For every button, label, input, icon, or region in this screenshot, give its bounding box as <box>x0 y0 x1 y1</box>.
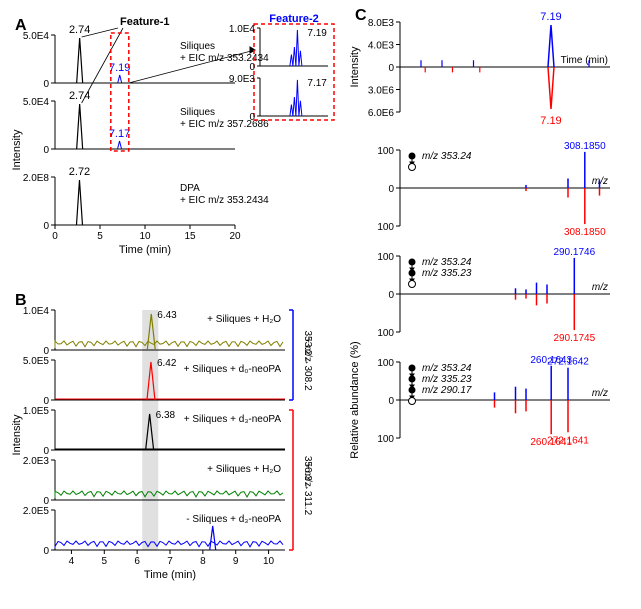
svg-text:8.0E3: 8.0E3 <box>368 18 395 29</box>
svg-text:0: 0 <box>388 63 394 74</box>
svg-text:m/z 290.17: m/z 290.17 <box>422 385 472 396</box>
svg-text:- Siliques + d₃-neoPA: - Siliques + d₃-neoPA <box>186 514 281 525</box>
svg-text:m/z 353.24: m/z 353.24 <box>422 363 472 374</box>
svg-text:20: 20 <box>229 231 241 242</box>
svg-text:6.38: 6.38 <box>156 410 176 421</box>
svg-text:272.1642: 272.1642 <box>547 357 589 368</box>
svg-text:+ Siliques + d₃-neoPA: + Siliques + d₃-neoPA <box>184 414 282 425</box>
svg-text:7.17: 7.17 <box>307 78 327 89</box>
svg-text:6.42: 6.42 <box>157 358 177 369</box>
svg-text:356.3→311.2: 356.3→311.2 <box>302 456 313 516</box>
svg-text:5: 5 <box>97 231 103 242</box>
svg-text:2.0E8: 2.0E8 <box>23 173 50 184</box>
svg-text:m/z: m/z <box>592 388 608 399</box>
svg-text:8: 8 <box>200 556 206 567</box>
svg-text:7.19: 7.19 <box>109 62 130 74</box>
svg-text:2.72: 2.72 <box>69 166 90 178</box>
svg-text:0: 0 <box>43 79 49 90</box>
svg-text:308.1850: 308.1850 <box>564 227 606 238</box>
svg-text:6: 6 <box>134 556 140 567</box>
svg-text:Time (min): Time (min) <box>119 244 171 256</box>
svg-text:2.0E3: 2.0E3 <box>23 456 50 467</box>
svg-text:5.0E4: 5.0E4 <box>23 97 50 108</box>
svg-text:7.19: 7.19 <box>540 115 561 127</box>
svg-text:Feature-2: Feature-2 <box>269 13 319 25</box>
svg-text:0: 0 <box>43 221 49 232</box>
svg-text:Intensity: Intensity <box>11 414 23 455</box>
svg-text:100: 100 <box>377 222 394 233</box>
svg-text:0: 0 <box>249 112 255 123</box>
svg-text:Intensity: Intensity <box>349 46 361 87</box>
svg-text:m/z 335.23: m/z 335.23 <box>422 374 472 385</box>
svg-text:0: 0 <box>249 62 255 73</box>
svg-text:10: 10 <box>263 556 275 567</box>
svg-text:Siliques: Siliques <box>180 107 215 118</box>
svg-text:4.0E3: 4.0E3 <box>368 41 395 52</box>
svg-text:9.0E3: 9.0E3 <box>229 74 256 85</box>
svg-text:3.0E6: 3.0E6 <box>368 86 395 97</box>
svg-text:Intensity: Intensity <box>11 129 23 170</box>
svg-text:m/z 353.24: m/z 353.24 <box>422 151 472 162</box>
svg-text:5: 5 <box>102 556 108 567</box>
svg-text:7.19: 7.19 <box>307 28 327 39</box>
svg-text:7.17: 7.17 <box>109 128 130 140</box>
svg-text:7: 7 <box>167 556 173 567</box>
svg-text:1.0E4: 1.0E4 <box>229 24 256 35</box>
figure-root: AFeature-1Intensity5.0E402.747.19Silique… <box>0 0 641 609</box>
svg-text:0: 0 <box>388 396 394 407</box>
svg-text:10: 10 <box>139 231 151 242</box>
svg-text:Relative abundance (%): Relative abundance (%) <box>349 341 361 458</box>
svg-text:100: 100 <box>377 146 394 157</box>
svg-text:5.0E5: 5.0E5 <box>23 356 50 367</box>
svg-text:Feature-1: Feature-1 <box>120 16 170 28</box>
svg-text:m/z 353.24: m/z 353.24 <box>422 257 472 268</box>
svg-text:DPA: DPA <box>180 183 200 194</box>
svg-text:m/z: m/z <box>592 282 608 293</box>
svg-text:0: 0 <box>388 290 394 301</box>
svg-text:m/z 335.23: m/z 335.23 <box>422 268 472 279</box>
svg-text:7.19: 7.19 <box>540 11 561 23</box>
svg-text:Siliques: Siliques <box>180 41 215 52</box>
svg-text:Time (min): Time (min) <box>144 569 196 581</box>
svg-text:15: 15 <box>184 231 196 242</box>
svg-text:290.1745: 290.1745 <box>553 333 595 344</box>
svg-text:0: 0 <box>43 145 49 156</box>
svg-text:100: 100 <box>377 358 394 369</box>
svg-text:+ EIC m/z 353.2434: + EIC m/z 353.2434 <box>180 53 269 64</box>
svg-text:100: 100 <box>377 434 394 445</box>
svg-text:308.1850: 308.1850 <box>564 141 606 152</box>
svg-text:Time (min): Time (min) <box>561 55 608 66</box>
svg-text:2.74: 2.74 <box>69 24 90 36</box>
svg-text:1.0E5: 1.0E5 <box>23 406 50 417</box>
svg-text:5.0E4: 5.0E4 <box>23 31 50 42</box>
svg-text:C: C <box>355 7 367 24</box>
svg-text:100: 100 <box>377 252 394 263</box>
svg-text:+ Siliques + d₀-neoPA: + Siliques + d₀-neoPA <box>184 364 282 375</box>
svg-text:4: 4 <box>69 556 75 567</box>
svg-text:2.74: 2.74 <box>69 90 90 102</box>
svg-text:+ Siliques + H₂O: + Siliques + H₂O <box>207 314 281 325</box>
svg-text:6.43: 6.43 <box>157 310 177 321</box>
svg-text:6.0E6: 6.0E6 <box>368 108 395 119</box>
svg-text:100: 100 <box>377 328 394 339</box>
svg-text:0: 0 <box>388 184 394 195</box>
svg-text:290.1746: 290.1746 <box>553 247 595 258</box>
svg-text:1.0E4: 1.0E4 <box>23 306 50 317</box>
svg-text:0: 0 <box>43 546 49 557</box>
svg-text:+ Siliques + H₂O: + Siliques + H₂O <box>207 464 281 475</box>
svg-text:353.2→308.2: 353.2→308.2 <box>302 330 313 390</box>
svg-text:2.0E5: 2.0E5 <box>23 506 50 517</box>
svg-text:272.1641: 272.1641 <box>547 435 589 446</box>
svg-text:0: 0 <box>52 231 58 242</box>
svg-text:+ EIC m/z 353.2434: + EIC m/z 353.2434 <box>180 195 269 206</box>
svg-text:9: 9 <box>233 556 239 567</box>
